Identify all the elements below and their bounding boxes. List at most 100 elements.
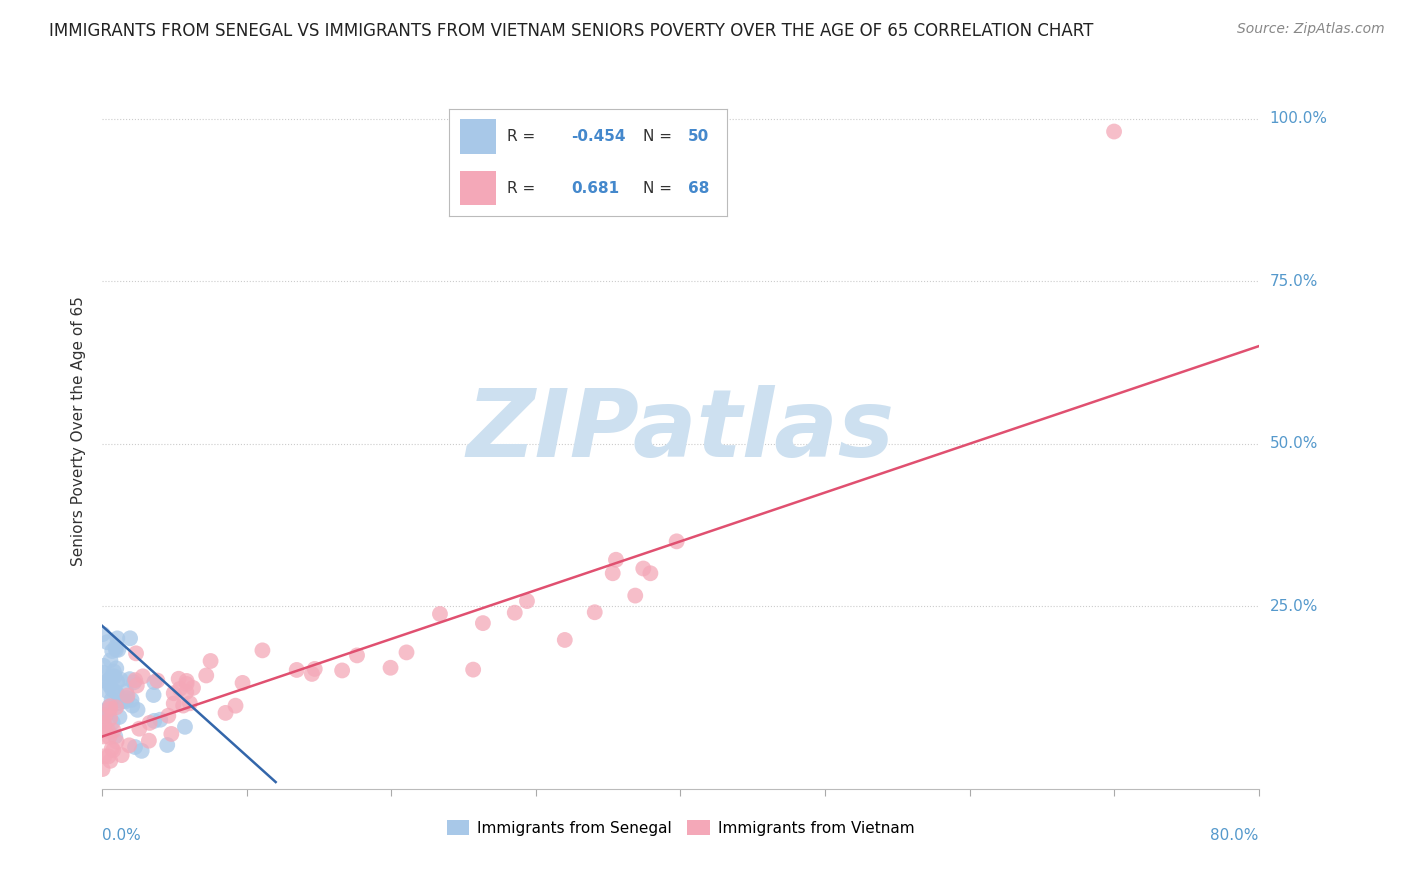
Point (98, 702, 121, 716)
Point (156, 738, 179, 752)
Point (463, 663, 485, 677)
Point (301, 667, 323, 681)
Point (97, 749, 120, 764)
Point (103, 665, 125, 679)
Point (105, 674, 128, 689)
Point (93, 730, 115, 744)
Point (252, 643, 274, 657)
Point (138, 733, 160, 747)
Point (94, 708, 117, 723)
Point (157, 708, 180, 723)
Point (107, 643, 129, 657)
Point (94, 704, 117, 718)
Point (640, 566, 662, 581)
Point (605, 553, 627, 567)
Point (105, 632, 128, 646)
Point (200, 654, 222, 668)
Point (602, 566, 624, 581)
Point (1102, 124, 1125, 138)
Point (225, 698, 247, 713)
Legend: Immigrants from Senegal, Immigrants from Vietnam: Immigrants from Senegal, Immigrants from… (440, 814, 921, 842)
Point (143, 675, 166, 690)
Y-axis label: Seniors Poverty Over the Age of 65: Seniors Poverty Over the Age of 65 (72, 296, 86, 566)
Text: 0.0%: 0.0% (103, 828, 141, 843)
Text: 50.0%: 50.0% (1270, 436, 1317, 451)
Point (124, 673, 146, 687)
Point (100, 692, 122, 706)
Point (172, 698, 194, 713)
Point (138, 715, 160, 730)
Point (214, 706, 236, 720)
Point (118, 739, 141, 753)
Point (96, 684, 118, 698)
Point (101, 644, 124, 658)
Point (93, 665, 115, 680)
Text: 100.0%: 100.0% (1270, 111, 1327, 126)
Point (583, 605, 606, 619)
Point (125, 646, 148, 660)
Point (115, 691, 138, 706)
Point (181, 681, 204, 695)
Point (143, 714, 166, 728)
Point (471, 616, 494, 631)
Point (104, 642, 127, 657)
Point (115, 684, 138, 698)
Point (103, 723, 125, 738)
Point (503, 606, 526, 620)
Point (98, 673, 121, 687)
Point (91, 627, 114, 641)
Point (103, 743, 125, 757)
Point (124, 739, 146, 754)
Point (285, 663, 308, 677)
Point (121, 698, 143, 713)
Point (380, 661, 402, 675)
Point (346, 648, 368, 663)
Point (96, 674, 118, 689)
Point (98, 678, 121, 692)
Point (101, 682, 124, 697)
Point (163, 686, 186, 700)
Point (665, 534, 688, 549)
Point (179, 696, 201, 710)
Point (516, 594, 538, 608)
Point (93, 749, 115, 764)
Point (232, 676, 254, 690)
Point (195, 668, 218, 682)
Point (176, 677, 198, 691)
Text: IMMIGRANTS FROM SENEGAL VS IMMIGRANTS FROM VIETNAM SENIORS POVERTY OVER THE AGE : IMMIGRANTS FROM SENEGAL VS IMMIGRANTS FR… (49, 22, 1094, 40)
Point (114, 694, 136, 708)
Point (131, 744, 153, 758)
Point (395, 645, 418, 659)
Point (111, 694, 134, 708)
Point (125, 679, 148, 693)
Point (121, 692, 143, 706)
Point (429, 607, 451, 621)
Point (100, 741, 122, 756)
Point (149, 713, 172, 727)
Point (98, 730, 121, 744)
Point (104, 669, 127, 683)
Point (120, 632, 142, 646)
Point (330, 664, 353, 678)
Point (633, 561, 655, 575)
Point (93, 716, 115, 731)
Point (105, 700, 128, 714)
Point (132, 669, 155, 683)
Point (104, 640, 127, 655)
Point (101, 715, 124, 730)
Point (97, 724, 120, 739)
Point (110, 673, 132, 687)
Point (554, 632, 576, 647)
Point (624, 589, 647, 603)
Point (111, 748, 134, 763)
Point (98, 711, 121, 725)
Text: 80.0%: 80.0% (1211, 828, 1258, 843)
Point (167, 672, 190, 686)
Point (128, 722, 150, 736)
Point (169, 681, 191, 696)
Point (304, 662, 326, 676)
Text: 75.0%: 75.0% (1270, 274, 1317, 289)
Point (105, 686, 128, 700)
Point (104, 730, 127, 744)
Point (174, 685, 197, 699)
